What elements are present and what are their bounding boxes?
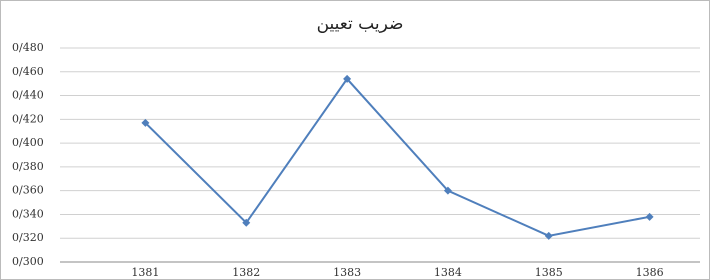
- y-tick-label: 0/320: [12, 231, 44, 244]
- y-tick-label: 0/400: [12, 136, 44, 149]
- y-tick-label: 0/380: [12, 160, 44, 173]
- x-tick-label: 1381: [131, 266, 159, 279]
- x-tick-label: 1385: [535, 266, 563, 279]
- x-tick-label: 1382: [232, 266, 260, 279]
- y-tick-label: 0/460: [12, 65, 44, 78]
- x-tick-label: 1383: [333, 266, 361, 279]
- x-tick-label: 1384: [434, 266, 462, 279]
- x-tick-label: 1386: [636, 266, 664, 279]
- y-tick-label: 0/480: [12, 41, 44, 54]
- chart-title: ضریب تعیین: [317, 14, 404, 34]
- chart-frame: [1, 1, 710, 280]
- y-tick-label: 0/420: [12, 112, 44, 125]
- y-tick-label: 0/340: [12, 207, 44, 220]
- y-tick-label: 0/300: [12, 255, 44, 268]
- y-tick-label: 0/440: [12, 89, 44, 102]
- chart: ضریب تعیین 0/300 0/320 0/340 0/360 0/380 0/40…: [0, 0, 710, 280]
- y-tick-label: 0/360: [12, 184, 44, 197]
